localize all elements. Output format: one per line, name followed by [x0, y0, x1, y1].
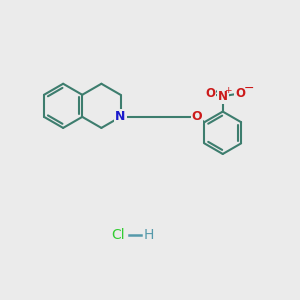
Text: O: O [191, 110, 202, 123]
Text: O: O [236, 87, 245, 101]
Text: O: O [206, 87, 215, 101]
Text: Cl: Cl [111, 228, 124, 242]
Text: N: N [115, 110, 126, 123]
Text: N: N [218, 90, 228, 103]
Text: −: − [244, 82, 254, 94]
Text: +: + [224, 85, 232, 94]
Text: H: H [143, 228, 154, 242]
